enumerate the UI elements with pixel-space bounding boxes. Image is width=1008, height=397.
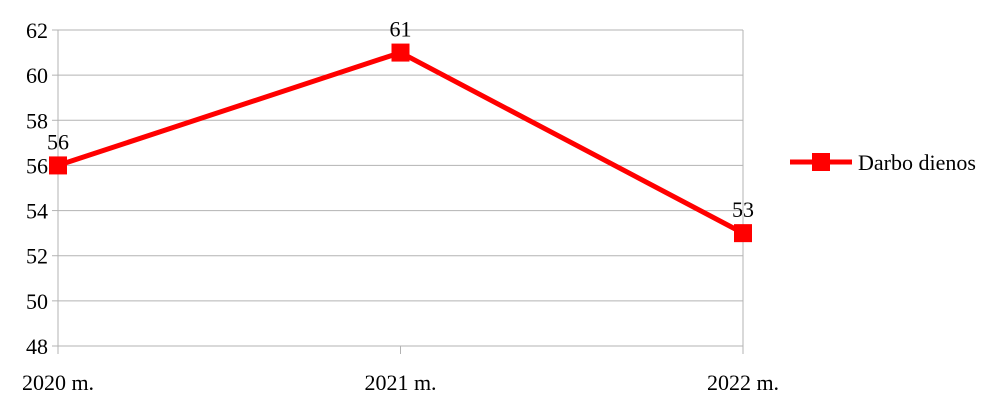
legend-marker-swatch xyxy=(812,153,830,171)
y-tick-label: 58 xyxy=(26,108,48,133)
y-tick-label: 48 xyxy=(26,334,48,359)
y-tick-label: 56 xyxy=(26,153,48,178)
data-point-marker xyxy=(734,224,752,243)
axes xyxy=(57,30,744,347)
y-tick-label: 62 xyxy=(26,18,48,43)
y-tick-label: 52 xyxy=(26,244,48,269)
grid-lines xyxy=(58,29,743,347)
data-point-marker xyxy=(391,43,410,62)
x-axis-ticks: 2020 m. 2021 m. 2022 m. xyxy=(22,346,779,395)
legend-label: Darbo dienos xyxy=(858,150,976,175)
series-darbo-dienos xyxy=(49,43,752,243)
data-point-marker xyxy=(49,156,67,175)
x-tick-label: 2020 m. xyxy=(22,370,94,395)
y-tick-label: 50 xyxy=(26,289,48,314)
x-tick-label: 2022 m. xyxy=(707,370,779,395)
data-label: 61 xyxy=(390,17,412,42)
legend: Darbo dienos xyxy=(790,150,976,175)
data-labels: 56 61 53 xyxy=(47,17,754,223)
series-line xyxy=(57,50,745,236)
y-tick-label: 54 xyxy=(26,199,48,224)
y-tick-label: 60 xyxy=(26,63,48,88)
y-axis-ticks: 48 50 52 54 56 58 60 62 xyxy=(26,18,58,359)
x-tick-label: 2021 m. xyxy=(364,370,436,395)
data-label: 53 xyxy=(732,197,754,222)
data-label: 56 xyxy=(47,129,69,154)
